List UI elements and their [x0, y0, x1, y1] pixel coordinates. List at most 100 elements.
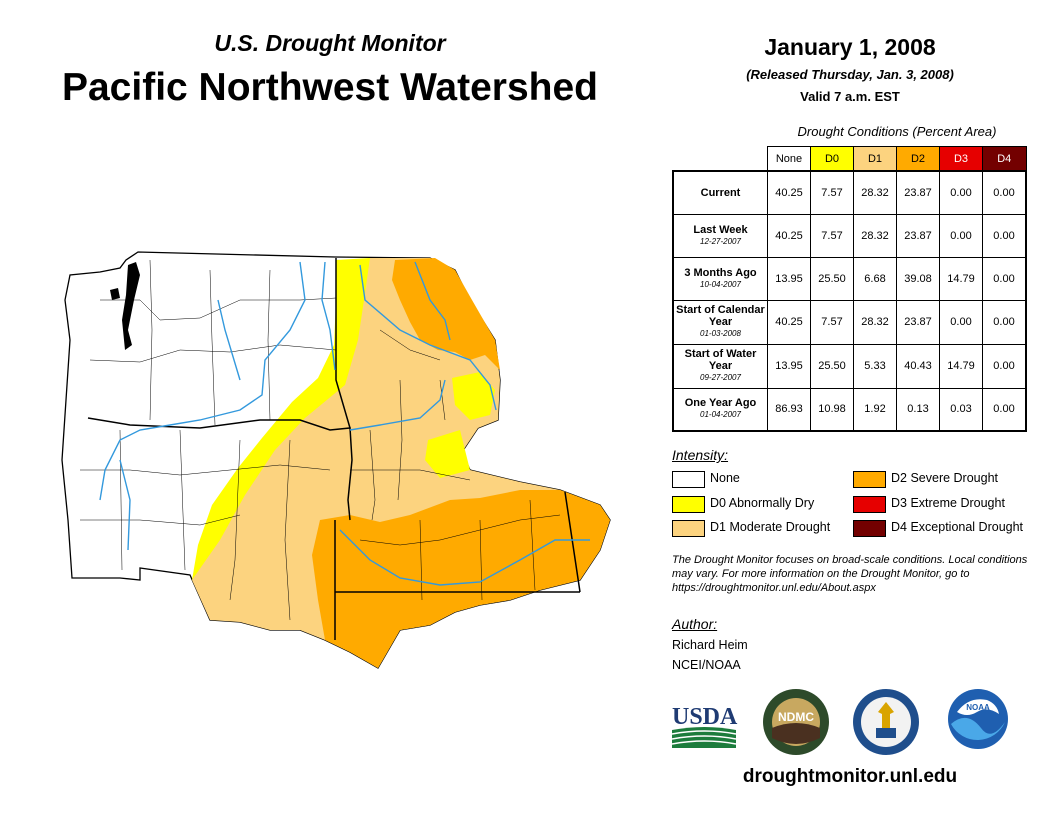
table-cell: 6.68	[853, 256, 897, 301]
table-cell: 1.92	[853, 387, 897, 432]
table-cell: 0.00	[982, 387, 1027, 432]
legend-heading: Intensity:	[672, 447, 729, 463]
col-header-d0: D0	[810, 146, 854, 172]
legend-label: D2 Severe Drought	[891, 471, 999, 485]
legend-swatch	[853, 520, 886, 537]
legend-swatch	[853, 471, 886, 488]
row-label: Last Week 12-27-2007	[672, 213, 768, 258]
state-boundary-id-west	[335, 258, 351, 429]
table-cell: 0.00	[939, 299, 983, 345]
table-row: Current 40.25 7.57 28.32 23.87 0.00 0.00	[672, 170, 1027, 215]
row-date: 12-27-2007	[700, 236, 741, 246]
row-date: 01-03-2008	[700, 329, 741, 338]
table-cell: 7.57	[810, 170, 854, 215]
county-lines	[80, 259, 561, 621]
legend-swatch	[672, 520, 705, 537]
map-title: Pacific Northwest Watershed	[61, 66, 599, 109]
drought-map	[61, 251, 611, 669]
legend-swatch	[672, 496, 705, 513]
table-row: One Year Ago 01-04-2007 86.93 10.98 1.92 0.13…	[672, 387, 1027, 432]
table-cell: 0.13	[896, 387, 940, 432]
table-cell: 40.25	[767, 170, 811, 215]
table-cell: 0.00	[982, 170, 1027, 215]
drought-conditions-table: None D0 D1 D2 D3 D4 Current 40.25 7.57 28.3…	[672, 146, 1027, 432]
table-cell: 10.98	[810, 387, 854, 432]
table-cell: 40.43	[896, 343, 940, 389]
noaa-logo-text: NOAA	[966, 703, 990, 712]
row-label-text: Last Week	[693, 223, 748, 236]
row-label: Start of Calendar Year 01-03-2008	[672, 299, 768, 345]
legend-swatch	[672, 471, 705, 488]
table-cell: 13.95	[767, 256, 811, 301]
table-cell: 7.57	[810, 299, 854, 345]
table-cell: 40.25	[767, 299, 811, 345]
row-label-text: One Year Ago	[684, 397, 757, 410]
legend-label: D1 Moderate Drought	[710, 520, 831, 534]
table-cell: 23.87	[896, 170, 940, 215]
table-row: 3 Months Ago 10-04-2007 13.95 25.50 6.68 39.0…	[672, 256, 1027, 301]
usda-logo: USDA	[672, 704, 738, 748]
legend-label: D0 Abnormally Dry	[710, 496, 815, 510]
col-header-none: None	[767, 146, 811, 172]
legend-label: None	[710, 471, 740, 485]
legend-label: D4 Exceptional Drought	[891, 520, 1024, 534]
col-header-d3: D3	[939, 146, 983, 172]
doc-seal-logo	[853, 689, 919, 755]
table-cell: 0.00	[982, 213, 1027, 258]
row-label: Current	[672, 170, 768, 215]
ndmc-logo: NDMC	[763, 689, 829, 755]
table-cell: 23.87	[896, 299, 940, 345]
legend-swatch	[853, 496, 886, 513]
table-cell: 0.00	[982, 299, 1027, 345]
row-label: Start of Water Year 09-27-2007	[672, 343, 768, 389]
row-label: 3 Months Ago 10-04-2007	[672, 256, 768, 301]
disclaimer-note: The Drought Monitor focuses on broad-sca…	[672, 554, 1028, 594]
table-cell: 23.87	[896, 213, 940, 258]
row-date: 01-04-2007	[700, 410, 741, 420]
author-org: NCEI/NOAA	[672, 658, 741, 672]
table-cell: 0.00	[982, 256, 1027, 301]
noaa-logo: NOAA	[948, 689, 1008, 749]
col-header-d2: D2	[896, 146, 940, 172]
rivers	[99, 261, 590, 586]
footer-url[interactable]: droughtmonitor.unl.edu	[742, 766, 958, 787]
table-cell: 5.33	[853, 343, 897, 389]
table-cell: 25.50	[810, 256, 854, 301]
author-name: Richard Heim	[672, 638, 748, 652]
release-date: (Released Thursday, Jan. 3, 2008)	[746, 67, 954, 82]
table-cell: 39.08	[896, 256, 940, 301]
table-cell: 13.95	[767, 343, 811, 389]
map-region-d2-north	[392, 258, 500, 370]
state-boundary-id-south	[334, 491, 581, 640]
table-row: Last Week 12-27-2007 40.25 7.57 28.32 23.87 0.…	[672, 213, 1027, 258]
author-heading: Author:	[672, 616, 718, 632]
map-region-d0-east2	[425, 430, 470, 478]
map-region-d2-south	[312, 490, 610, 668]
table-cell: 0.00	[939, 213, 983, 258]
puget-sound	[110, 262, 140, 350]
row-label: One Year Ago 01-04-2007	[672, 387, 768, 432]
row-label-text: 3 Months Ago	[684, 266, 757, 279]
row-label-text: Start of Water Year	[684, 348, 757, 372]
table-cell: 14.79	[939, 256, 983, 301]
table-caption: Drought Conditions (Percent Area)	[797, 124, 997, 139]
map-date: January 1, 2008	[764, 34, 936, 60]
table-cell: 14.79	[939, 343, 983, 389]
table-cell: 40.25	[767, 213, 811, 258]
map-subtitle: U.S. Drought Monitor	[214, 30, 446, 56]
table-cell: 0.03	[939, 387, 983, 432]
ndmc-logo-text: NDMC	[778, 710, 814, 724]
table-corner	[673, 147, 768, 172]
table-cell: 25.50	[810, 343, 854, 389]
row-label-text: Start of Calendar Year	[676, 304, 765, 328]
table-cell: 28.32	[853, 299, 897, 345]
row-date: 09-27-2007	[700, 373, 741, 382]
table-cell: 7.57	[810, 213, 854, 258]
valid-time: Valid 7 a.m. EST	[800, 89, 900, 104]
table-cell: 0.00	[939, 170, 983, 215]
table-cell: 28.32	[853, 170, 897, 215]
usda-logo-text: USDA	[672, 704, 738, 730]
col-header-d4: D4	[982, 146, 1027, 172]
map-region-d0-west	[192, 258, 370, 580]
row-date: 10-04-2007	[700, 279, 741, 289]
